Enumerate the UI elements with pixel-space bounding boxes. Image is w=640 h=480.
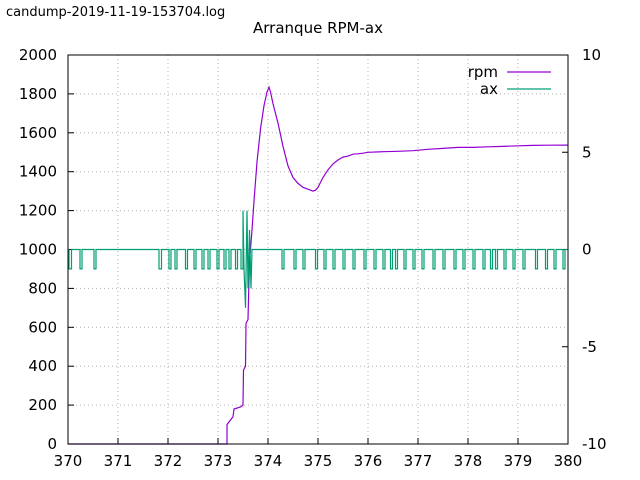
y-tick-label: 400	[28, 357, 57, 375]
legend-label-ax: ax	[480, 80, 498, 98]
y2-tick-label: 5	[582, 143, 592, 161]
y-tick-label: 600	[28, 318, 57, 336]
y-tick-label: 800	[28, 279, 57, 297]
series-line-rpm	[68, 85, 569, 445]
x-tick-label: 373	[204, 452, 233, 470]
x-tick-label: 376	[354, 452, 383, 470]
y-tick-label: 1400	[19, 163, 57, 181]
legend: rpm ax	[468, 63, 551, 98]
y-tick-label: 1800	[19, 85, 57, 103]
plot-frame	[67, 54, 569, 445]
grid-lines	[68, 55, 568, 444]
x-tick-label: 371	[104, 452, 133, 470]
x-tick-label: 380	[554, 452, 583, 470]
x-tick-label: 375	[304, 452, 333, 470]
x-axis-ticks: 370 371 372 373 374 375 376 377 378 379 380	[54, 438, 583, 470]
x-tick-label: 372	[154, 452, 183, 470]
x-tick-label: 374	[254, 452, 283, 470]
y-tick-label: 1200	[19, 202, 57, 220]
y-axis-ticks: 0 200 400 600 800 1000 1200 1400 1600 1800 2000	[19, 46, 74, 453]
chart-title: Arranque RPM-ax	[253, 19, 383, 37]
x-tick-label: 378	[454, 452, 483, 470]
x-tick-label: 377	[404, 452, 433, 470]
y2-tick-label: -10	[582, 435, 607, 453]
y-tick-label: 0	[47, 435, 57, 453]
y2-axis-ticks: -10 -5 0 5 10	[562, 46, 607, 453]
y-tick-label: 1000	[19, 241, 57, 259]
file-name-label: candump-2019-11-19-153704.log	[6, 5, 225, 20]
series-line-ax	[68, 210, 568, 308]
y-tick-label: 2000	[19, 46, 57, 64]
legend-label-rpm: rpm	[468, 63, 498, 81]
series-layer	[68, 85, 569, 445]
y-tick-label: 200	[28, 396, 57, 414]
x-tick-label: 370	[54, 452, 83, 470]
y2-tick-label: 0	[582, 241, 592, 259]
y-tick-label: 1600	[19, 124, 57, 142]
y2-tick-label: 10	[582, 46, 601, 64]
x-tick-label: 379	[504, 452, 533, 470]
y2-tick-label: -5	[582, 338, 597, 356]
